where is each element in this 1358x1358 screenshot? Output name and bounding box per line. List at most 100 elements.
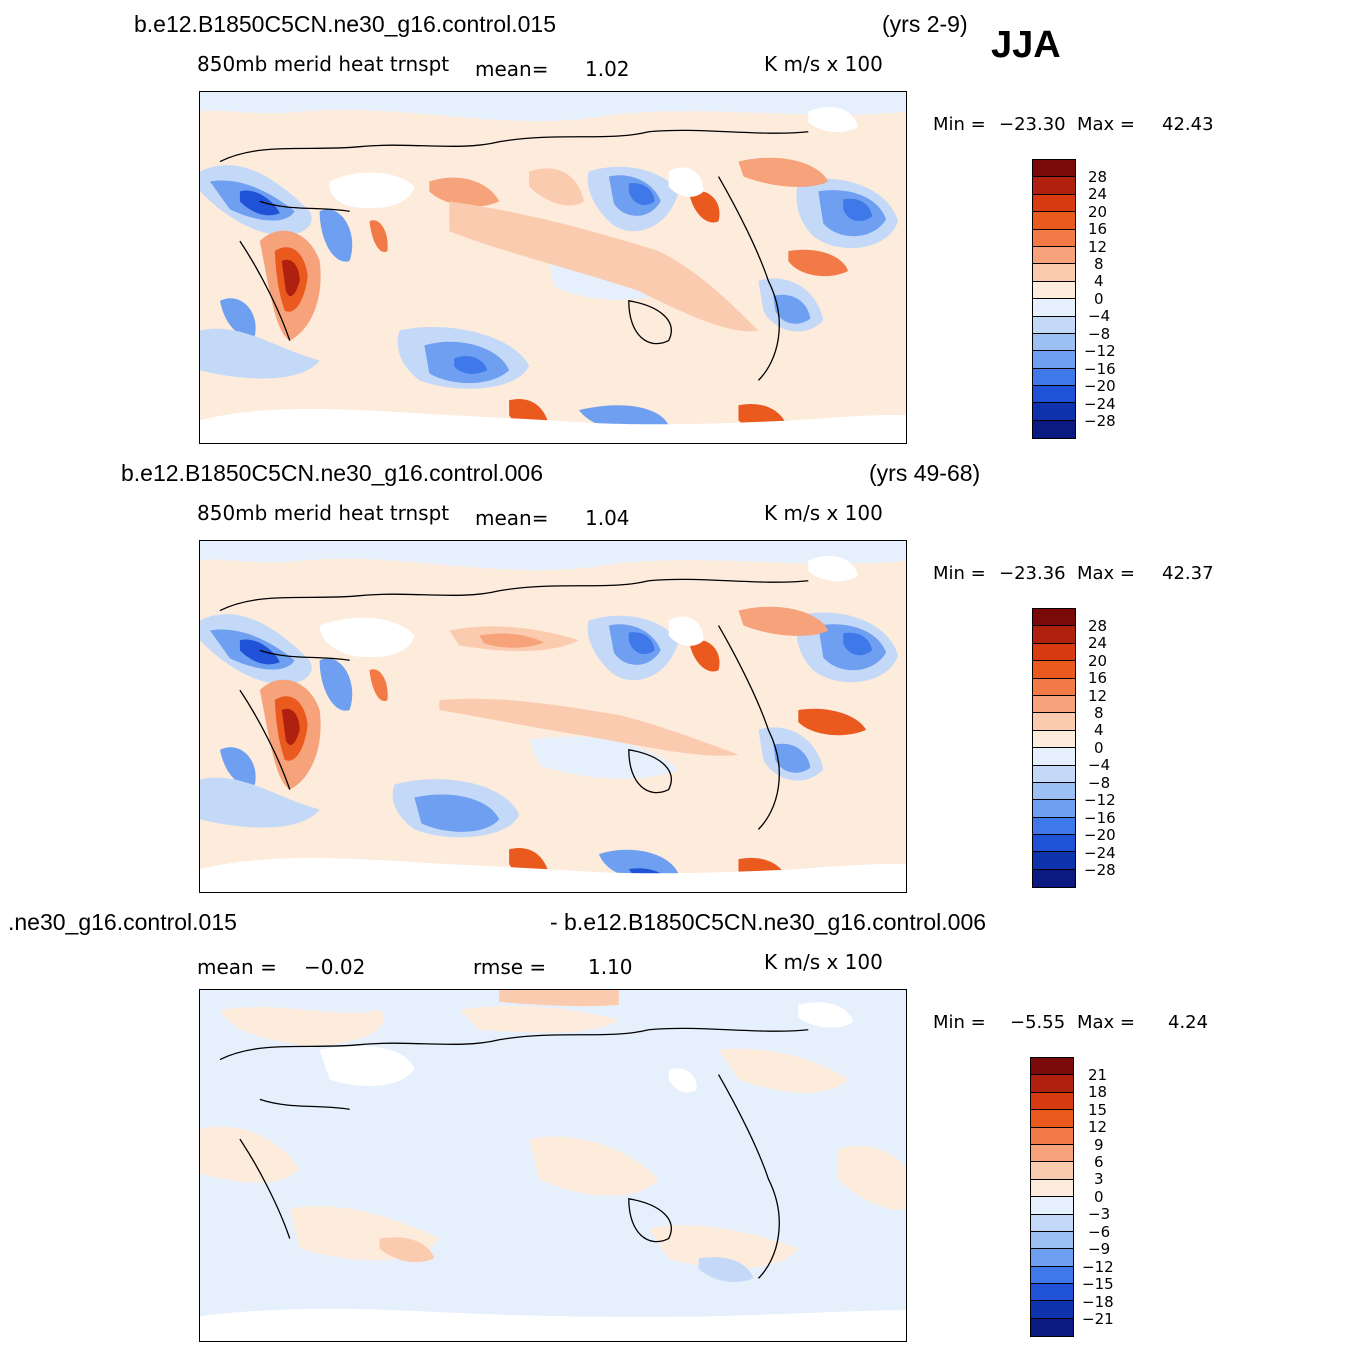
colorbar-tick: 6 [1094,1153,1104,1171]
colorbar-swatch [1033,368,1075,387]
colorbar-swatch [1031,1301,1073,1319]
colorbar-swatch [1031,1162,1073,1180]
colorbar-swatch [1033,264,1075,282]
colorbar-swatch [1033,835,1075,853]
colorbar-swatch [1033,246,1075,265]
colorbar-tick: −28 [1084,861,1116,879]
colorbar-swatch [1033,730,1075,749]
panel1-contour-field [200,92,906,443]
panel3-years: - b.e12.B1850C5CN.ne30_g16.control.006 [550,909,987,935]
colorbar-swatch [1033,212,1075,230]
panel2-min-value: −23.36 [999,563,1066,584]
colorbar-swatch [1031,1284,1073,1302]
colorbar-swatch [1033,609,1075,627]
colorbar-tick: −6 [1088,1223,1111,1241]
panel1-max-value: 42.43 [1162,114,1214,135]
panel3-max-label: Max = [1077,1012,1136,1033]
panel2-colorbar [1032,608,1076,889]
colorbar-swatch [1033,160,1075,178]
colorbar-tick: 4 [1094,272,1104,290]
colorbar-swatch [1033,351,1075,369]
colorbar-swatch [1031,1075,1073,1093]
panel3-colorbar [1030,1057,1074,1338]
colorbar-swatch [1033,713,1075,731]
colorbar-tick: 4 [1094,721,1104,739]
panel3-rmse-value: 1.10 [588,955,633,979]
colorbar-tick: −12 [1084,342,1116,360]
colorbar-tick: −16 [1084,360,1116,378]
colorbar-tick: 9 [1094,1136,1104,1154]
panel2-years: (yrs 49-68) [869,460,981,486]
colorbar-tick: 0 [1094,290,1104,308]
colorbar-tick: 21 [1088,1066,1108,1084]
colorbar-tick: 8 [1094,255,1104,273]
colorbar-tick: 16 [1088,669,1108,687]
colorbar-tick: 0 [1094,739,1104,757]
panel2-case-title: b.e12.B1850C5CN.ne30_g16.control.006 [121,460,543,486]
panel3-units: K m/s x 100 [764,950,883,974]
colorbar-swatch [1033,643,1075,662]
colorbar-tick: 18 [1088,1083,1108,1101]
panel1-min-label: Min = [933,114,986,135]
panel3-min-label: Min = [933,1012,986,1033]
panel3-max-value: 4.24 [1168,1012,1209,1033]
colorbar-tick: 24 [1088,185,1108,203]
colorbar-swatch [1031,1127,1073,1145]
colorbar-swatch [1033,403,1075,421]
panel2-mean-value: 1.04 [585,506,630,530]
colorbar-swatch [1033,229,1075,247]
colorbar-tick: −15 [1082,1275,1114,1293]
colorbar-swatch [1033,748,1075,766]
colorbar-tick: −8 [1088,774,1111,792]
colorbar-tick: −24 [1084,844,1116,862]
colorbar-tick: −12 [1082,1258,1114,1276]
colorbar-tick: 15 [1088,1101,1108,1119]
colorbar-swatch [1033,333,1075,352]
colorbar-tick: −9 [1088,1240,1111,1258]
colorbar-tick: 8 [1094,704,1104,722]
panel2-max-value: 42.37 [1162,563,1214,584]
season-label: JJA [991,24,1061,66]
colorbar-swatch [1033,765,1075,783]
colorbar-tick: 28 [1088,617,1108,635]
colorbar-swatch [1031,1231,1073,1250]
colorbar-tick: −3 [1088,1205,1111,1223]
panel1-mean-value: 1.02 [585,57,630,81]
panel3-contour-field [200,990,906,1341]
colorbar-swatch [1033,420,1075,439]
colorbar-swatch [1033,782,1075,801]
colorbar-swatch [1033,817,1075,836]
panel2-contour-field [200,541,906,892]
colorbar-swatch [1031,1197,1073,1215]
colorbar-tick: 16 [1088,220,1108,238]
colorbar-tick: −12 [1084,791,1116,809]
panel1-field-name: 850mb merid heat trnspt [197,52,450,76]
panel2-min-label: Min = [933,563,986,584]
colorbar-tick: 24 [1088,634,1108,652]
panel1-max-label: Max = [1077,114,1136,135]
colorbar-tick: −18 [1082,1293,1114,1311]
colorbar-tick: −8 [1088,325,1111,343]
panel1-units: K m/s x 100 [764,52,883,76]
panel1-case-title: b.e12.B1850C5CN.ne30_g16.control.015 [134,11,556,37]
colorbar-swatch [1031,1266,1073,1285]
colorbar-tick: −21 [1082,1310,1114,1328]
colorbar-swatch [1033,194,1075,213]
colorbar-swatch [1031,1318,1073,1337]
panel3-map [199,989,907,1342]
colorbar-swatch [1031,1058,1073,1076]
colorbar-tick: 12 [1088,1118,1108,1136]
colorbar-tick: −4 [1088,756,1111,774]
panel3-mean-value: −0.02 [304,955,366,979]
colorbar-swatch [1033,281,1075,300]
colorbar-tick: −4 [1088,307,1111,325]
panel3-mean-label: mean = [197,955,277,979]
colorbar-swatch [1033,177,1075,195]
colorbar-tick: 28 [1088,168,1108,186]
colorbar-swatch [1033,626,1075,644]
colorbar-swatch [1033,316,1075,334]
colorbar-swatch [1033,678,1075,696]
colorbar-swatch [1033,661,1075,679]
colorbar-swatch [1033,800,1075,818]
colorbar-swatch [1033,695,1075,714]
